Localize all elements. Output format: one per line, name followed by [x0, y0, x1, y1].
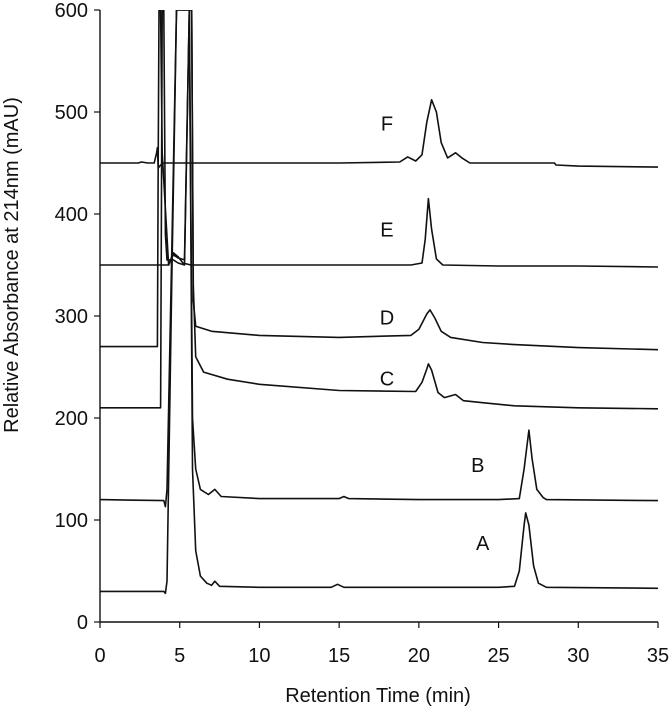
- y-tick-label: 200: [55, 408, 88, 430]
- x-tick-label: 5: [174, 645, 185, 667]
- trace-group: [100, 10, 658, 595]
- trace-label-c: C: [380, 369, 394, 391]
- x-tick-label: 30: [567, 645, 589, 667]
- y-tick-label: 400: [55, 204, 88, 226]
- trace-label-f: F: [381, 114, 393, 136]
- x-tick-label: 0: [94, 645, 105, 667]
- trace-label-d: D: [380, 307, 394, 329]
- trace-d: [100, 10, 658, 351]
- y-tick-label: 0: [77, 612, 88, 634]
- x-tick-label: 10: [248, 645, 270, 667]
- x-tick-label: 35: [647, 645, 669, 667]
- trace-label-a: A: [476, 533, 490, 555]
- y-tick-label: 300: [55, 306, 88, 328]
- tick-group: 0 5 10 15 20 25 30 35 0 100 200 300 400 500 600: [55, 0, 670, 667]
- trace-a: [100, 10, 658, 595]
- trace-b: [100, 10, 658, 508]
- trace-label-e: E: [380, 220, 393, 242]
- axes-group: [99, 10, 658, 623]
- y-tick-label: 500: [55, 102, 88, 124]
- x-tick-label: 25: [487, 645, 509, 667]
- x-tick-label: 15: [328, 645, 350, 667]
- trace-f: [100, 99, 658, 169]
- y-tick-label: 600: [55, 0, 88, 22]
- y-tick-label: 100: [55, 510, 88, 532]
- trace-c: [100, 10, 658, 410]
- x-tick-label: 20: [408, 645, 430, 667]
- trace-label-group: F E D C B A: [380, 114, 490, 555]
- y-axis-title: Relative Absorbance at 214nm (mAU): [1, 97, 23, 433]
- trace-e: [100, 197, 658, 268]
- x-axis-title: Retention Time (min): [285, 685, 471, 707]
- trace-label-b: B: [471, 455, 484, 477]
